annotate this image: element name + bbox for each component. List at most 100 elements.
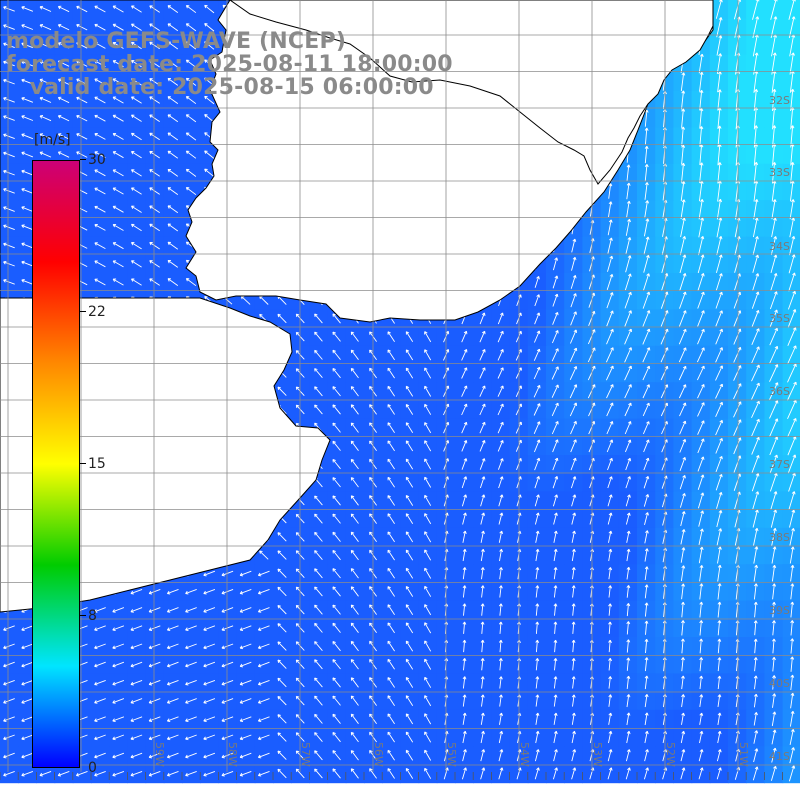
wind-arrow: [332, 750, 341, 761]
colorbar-tick-15: 15: [88, 456, 106, 472]
wind-arrow: [497, 458, 504, 470]
wind-arrow: [130, 698, 143, 704]
wind-arrow: [644, 164, 649, 182]
wind-arrow: [480, 585, 485, 598]
wind-arrow: [387, 513, 395, 524]
wind-arrow: [788, 765, 796, 782]
wind-arrow: [787, 345, 797, 365]
wind-arrow: [131, 223, 142, 232]
wind-arrow: [405, 331, 414, 343]
wind-arrow: [571, 548, 576, 562]
wind-arrow: [461, 440, 468, 452]
wind-arrow: [751, 454, 760, 474]
wind-arrow: [3, 716, 15, 722]
wind-arrow: [166, 625, 179, 631]
wind-arrow: [642, 365, 651, 381]
wind-arrow: [166, 716, 179, 722]
wind-arrow: [185, 150, 197, 159]
wind-arrow: [498, 767, 504, 780]
wind-arrow: [553, 567, 558, 580]
wind-arrow: [625, 218, 631, 236]
wind-arrow: [607, 237, 613, 254]
wind-arrow: [607, 255, 614, 272]
wind-arrow: [571, 256, 577, 271]
wind-arrow: [553, 530, 558, 543]
wind-arrow: [167, 259, 179, 268]
wind-arrow: [314, 349, 323, 360]
wind-arrow: [642, 310, 651, 327]
wind-arrow: [535, 621, 540, 634]
wind-arrow: [678, 328, 687, 345]
wind-arrow: [167, 23, 179, 32]
wind-arrow: [644, 602, 649, 617]
wind-arrow: [768, 382, 779, 401]
wind-arrow: [94, 698, 106, 704]
wind-arrow: [424, 458, 432, 470]
wind-arrow: [21, 716, 34, 722]
wind-arrow: [717, 601, 722, 618]
wind-arrow: [185, 698, 197, 704]
wind-arrow: [204, 23, 215, 32]
wind-arrow: [608, 567, 613, 580]
wind-arrow: [626, 675, 631, 689]
wind-arrow: [608, 548, 613, 562]
wind-arrow: [148, 734, 161, 741]
wind-arrow: [772, 620, 776, 636]
lat-label-32s: 32S: [769, 94, 790, 107]
wind-arrow: [642, 384, 650, 399]
wind-arrow: [569, 329, 578, 344]
wind-arrow: [606, 421, 614, 435]
wind-arrow: [131, 260, 142, 268]
wind-arrow: [753, 125, 759, 148]
wind-arrow: [239, 643, 252, 650]
wind-arrow: [39, 115, 52, 122]
wind-arrow: [112, 96, 124, 104]
wind-arrow: [3, 770, 15, 777]
wind-arrow: [3, 279, 15, 285]
wind-arrow: [462, 603, 467, 616]
wind-arrow: [717, 638, 722, 654]
wind-arrow: [387, 567, 395, 579]
wind-arrow: [699, 620, 704, 636]
wind-arrow: [678, 384, 687, 399]
wind-arrow: [185, 41, 197, 50]
wind-arrow: [771, 217, 777, 238]
wind-arrow: [387, 640, 395, 652]
wind-arrow: [387, 768, 395, 779]
wind-arrow: [716, 35, 723, 56]
wind-arrow: [405, 567, 414, 579]
wind-arrow: [221, 698, 234, 704]
lon-label-55w: 55W: [445, 742, 458, 767]
wind-arrow: [277, 550, 287, 560]
wind-arrow: [788, 16, 796, 39]
wind-arrow: [770, 236, 778, 256]
wind-arrow: [535, 548, 540, 562]
wind-arrow: [185, 132, 197, 141]
wind-arrow: [221, 734, 234, 741]
wind-arrow: [624, 310, 632, 327]
wind-arrow: [94, 607, 106, 613]
wind-arrow: [570, 275, 577, 289]
wind-arrow: [405, 695, 414, 707]
wind-arrow: [424, 749, 432, 761]
wind-arrow: [753, 199, 759, 220]
wind-arrow: [185, 643, 197, 650]
wind-arrow: [21, 260, 34, 267]
wind-arrow: [480, 749, 486, 762]
wind-arrow: [75, 770, 88, 777]
wind-arrow: [534, 749, 540, 762]
wind-arrow: [625, 749, 631, 762]
wind-arrow: [350, 604, 359, 615]
wind-arrow: [167, 77, 179, 86]
wind-arrow: [717, 730, 722, 744]
wind-arrow: [94, 734, 106, 741]
wind-arrow: [534, 457, 541, 471]
wind-arrow: [552, 476, 559, 489]
wind-arrow: [606, 273, 614, 291]
wind-arrow: [94, 661, 106, 668]
wind-arrow: [112, 625, 125, 631]
wind-arrow: [680, 217, 686, 238]
wind-arrow: [697, 310, 705, 327]
wind-arrow: [3, 206, 15, 212]
wind-arrow: [462, 749, 467, 762]
